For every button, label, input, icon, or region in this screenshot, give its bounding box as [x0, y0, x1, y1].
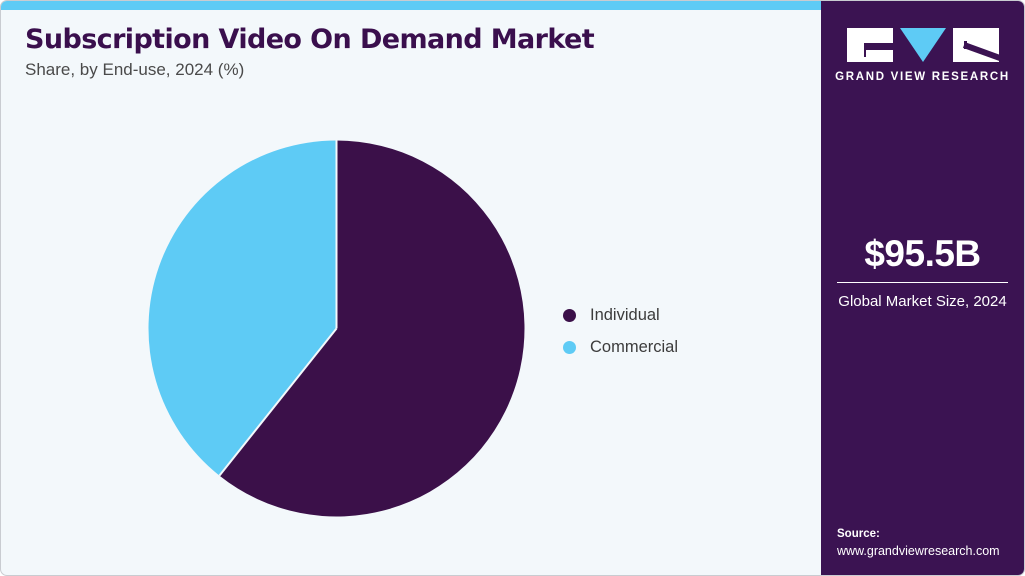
logo-g-icon [846, 28, 893, 62]
source-block: Source: www.grandviewresearch.com [837, 526, 1016, 560]
pie-slice-commercial[interactable] [148, 140, 337, 476]
top-accent-bar [1, 1, 823, 10]
legend-item-commercial[interactable]: Commercial [563, 331, 678, 363]
chart-legend: Individual Commercial [563, 299, 678, 363]
page-title: Subscription Video On Demand Market [25, 24, 595, 55]
pie-slice-individual[interactable] [219, 140, 525, 517]
market-size-label: Global Market Size, 2024 [838, 293, 1007, 310]
pie-chart [148, 140, 525, 517]
market-size-block: $95.5B Global Market Size, 2024 [837, 233, 1008, 312]
brand-logo: GRAND VIEW RESEARCH [821, 28, 1024, 83]
legend-swatch-icon-individual [563, 308, 576, 322]
pie-svg [148, 140, 525, 517]
chart-subtitle: Share, by End-use, 2024 (%) [25, 60, 245, 79]
logo-wordmark: GRAND VIEW RESEARCH [835, 71, 1010, 83]
stat-divider [837, 282, 1008, 283]
market-size-value: $95.5B [864, 233, 981, 274]
logo-v-triangle-icon [899, 28, 946, 62]
plot-area: Individual Commercial [1, 101, 823, 571]
source-url[interactable]: www.grandviewresearch.com [837, 544, 1000, 558]
legend-swatch-icon-commercial [563, 340, 576, 354]
legend-label-individual: Individual [590, 305, 660, 324]
side-panel: GRAND VIEW RESEARCH $95.5B Global Market… [821, 1, 1024, 575]
legend-label-commercial: Commercial [590, 337, 679, 356]
pie-divider-lower-left [218, 327, 338, 477]
logo-r-icon [952, 28, 999, 62]
logo-marks [821, 28, 1024, 62]
source-title: Source: [837, 528, 880, 540]
legend-item-individual[interactable]: Individual [563, 299, 678, 331]
chart-header: Subscription Video On Demand Market Shar… [25, 24, 785, 81]
